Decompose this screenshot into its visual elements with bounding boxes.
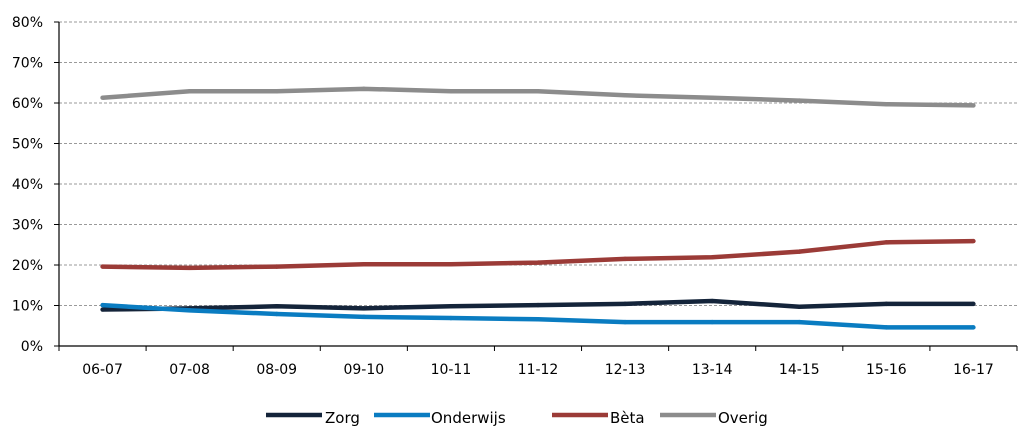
- data-point: [187, 308, 192, 313]
- legend-label: Bèta: [610, 409, 645, 426]
- x-tick-label: 07-08: [169, 362, 210, 378]
- x-tick-label: 11-12: [518, 362, 559, 378]
- data-point: [622, 319, 628, 325]
- x-tick-label: 16-17: [953, 362, 994, 378]
- legend-label: Overig: [718, 409, 768, 426]
- y-tick-label: 30%: [12, 218, 43, 234]
- data-point: [361, 261, 367, 267]
- legend-item: Onderwijs: [374, 409, 506, 427]
- data-point: [622, 93, 628, 98]
- legend: Zorg Onderwijs Bèta Overig: [266, 409, 768, 427]
- y-tick-label: 60%: [12, 96, 43, 112]
- series-2: [100, 238, 976, 271]
- y-tick-label: 70%: [12, 56, 43, 72]
- data-point: [884, 102, 889, 107]
- data-point: [971, 103, 976, 108]
- data-point: [100, 95, 105, 100]
- x-tick-label: 13-14: [692, 362, 733, 378]
- data-point: [971, 325, 976, 330]
- y-tick-label: 10%: [12, 299, 43, 315]
- series-3: [100, 86, 976, 108]
- data-point: [361, 86, 367, 92]
- data-point: [274, 311, 279, 317]
- data-point: [971, 238, 976, 244]
- data-point: [709, 319, 715, 325]
- data-point: [884, 325, 889, 330]
- data-point: [100, 307, 105, 312]
- data-point: [100, 264, 105, 269]
- x-tick-label: 12-13: [605, 362, 646, 378]
- data-point: [448, 315, 454, 321]
- data-point: [622, 301, 628, 307]
- data-point: [361, 314, 367, 320]
- x-tick-label: 09-10: [343, 362, 384, 378]
- y-tick-label: 80%: [12, 15, 43, 31]
- data-point: [274, 264, 279, 269]
- x-tick-label: 08-09: [256, 362, 297, 378]
- legend-item: Bèta: [552, 409, 645, 427]
- x-axis-tick-labels: 06-07 07-08 08-09 09-10 10-11 11-12 12-13 13-14…: [82, 362, 994, 378]
- data-point: [274, 89, 279, 94]
- y-tick-label: 40%: [12, 177, 43, 193]
- legend-item: Overig: [660, 409, 768, 427]
- y-tick-label: 0%: [21, 339, 43, 355]
- series-lines: [100, 86, 976, 330]
- data-point: [709, 255, 715, 260]
- data-point: [448, 89, 454, 94]
- data-point: [797, 249, 802, 254]
- series-1: [100, 302, 976, 330]
- data-point: [709, 298, 715, 304]
- data-point: [797, 304, 802, 309]
- data-point: [187, 265, 192, 271]
- data-point: [709, 95, 715, 100]
- x-tick-label: 06-07: [82, 362, 123, 378]
- y-axis-tick-labels: 0% 10% 20% 30% 40% 50% 60% 70% 80%: [12, 15, 43, 355]
- axes: [54, 21, 1018, 351]
- legend-label: Onderwijs: [431, 409, 506, 426]
- y-tick-label: 50%: [12, 137, 43, 153]
- data-point: [361, 306, 367, 311]
- legend-label: Zorg: [325, 409, 360, 426]
- data-point: [622, 256, 628, 262]
- data-point: [535, 317, 541, 322]
- data-point: [100, 302, 105, 308]
- x-tick-label: 15-16: [866, 362, 907, 378]
- data-point: [535, 89, 541, 94]
- data-point: [187, 89, 192, 94]
- legend-item: Zorg: [266, 409, 360, 427]
- y-tick-label: 20%: [12, 258, 43, 274]
- data-point: [535, 302, 541, 308]
- x-tick-label: 14-15: [779, 362, 820, 378]
- data-point: [535, 260, 541, 265]
- series-0: [100, 298, 976, 312]
- data-point: [274, 304, 279, 309]
- x-tick-label: 10-11: [431, 362, 472, 378]
- data-point: [884, 240, 889, 245]
- data-point: [971, 301, 976, 307]
- data-point: [797, 98, 802, 103]
- data-point: [884, 301, 889, 307]
- data-point: [448, 261, 454, 267]
- data-point: [448, 304, 454, 309]
- data-point: [797, 319, 802, 325]
